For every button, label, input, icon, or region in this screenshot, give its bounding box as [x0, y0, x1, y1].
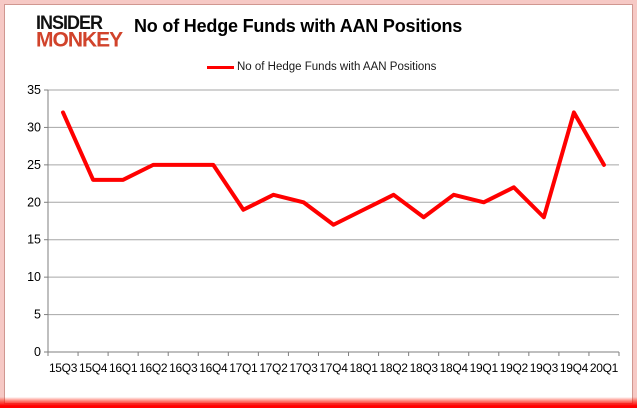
x-tick-label: 15Q3	[49, 361, 78, 375]
y-tick-label: 25	[27, 158, 41, 172]
x-tick-label: 18Q1	[349, 361, 378, 375]
x-tick-label: 16Q1	[109, 361, 138, 375]
x-tick-label: 19Q1	[470, 361, 499, 375]
x-tick-label: 17Q1	[229, 361, 258, 375]
y-tick-label: 15	[27, 233, 41, 247]
legend-line-swatch-icon	[207, 65, 234, 69]
x-tick-label: 16Q3	[169, 361, 198, 375]
insider-monkey-logo: INSIDER MONKEY	[36, 11, 123, 52]
chart-title: No of Hedge Funds with AAN Positions	[134, 16, 463, 36]
x-tick-label: 20Q1	[590, 361, 619, 375]
x-tick-label: 17Q2	[259, 361, 288, 375]
x-tick-label: 16Q2	[139, 361, 168, 375]
y-tick-label: 30	[27, 120, 41, 134]
x-tick-label: 15Q4	[79, 361, 108, 375]
x-tick-label: 18Q4	[440, 361, 469, 375]
logo-text-monkey: MONKEY	[36, 27, 123, 52]
series-polyline	[61, 110, 606, 227]
x-axis-labels: 15Q3 15Q4 16Q1 16Q2 16Q3 16Q4 17Q1 17Q2 17Q3 17Q4…	[49, 361, 619, 375]
logo-text-insider: INSIDER	[36, 11, 103, 34]
legend-label: No of Hedge Funds with AAN Positions	[237, 61, 437, 73]
x-tick-label: 18Q2	[380, 361, 409, 375]
x-tick-label: 17Q4	[319, 361, 348, 375]
x-tick-label: 16Q4	[199, 361, 228, 375]
x-tick-label: 19Q2	[500, 361, 529, 375]
gridlines	[48, 89, 619, 316]
x-tick-label: 18Q3	[410, 361, 439, 375]
chart-canvas: INSIDER MONKEY No of Hedge Funds with AA…	[5, 5, 632, 403]
axes	[44, 89, 620, 356]
series-line	[61, 110, 606, 227]
y-axis-labels: 0 5 10 15 20 25 30 35	[27, 83, 41, 359]
y-tick-label: 5	[34, 308, 41, 322]
y-tick-label: 20	[27, 195, 41, 209]
y-tick-label: 0	[34, 345, 41, 359]
legend: No of Hedge Funds with AAN Positions	[207, 61, 436, 73]
x-tick-label: 17Q3	[289, 361, 318, 375]
x-tick-label: 19Q3	[530, 361, 559, 375]
y-tick-label: 10	[27, 270, 41, 284]
x-tick-label: 19Q4	[560, 361, 589, 375]
y-tick-label: 35	[27, 83, 41, 97]
